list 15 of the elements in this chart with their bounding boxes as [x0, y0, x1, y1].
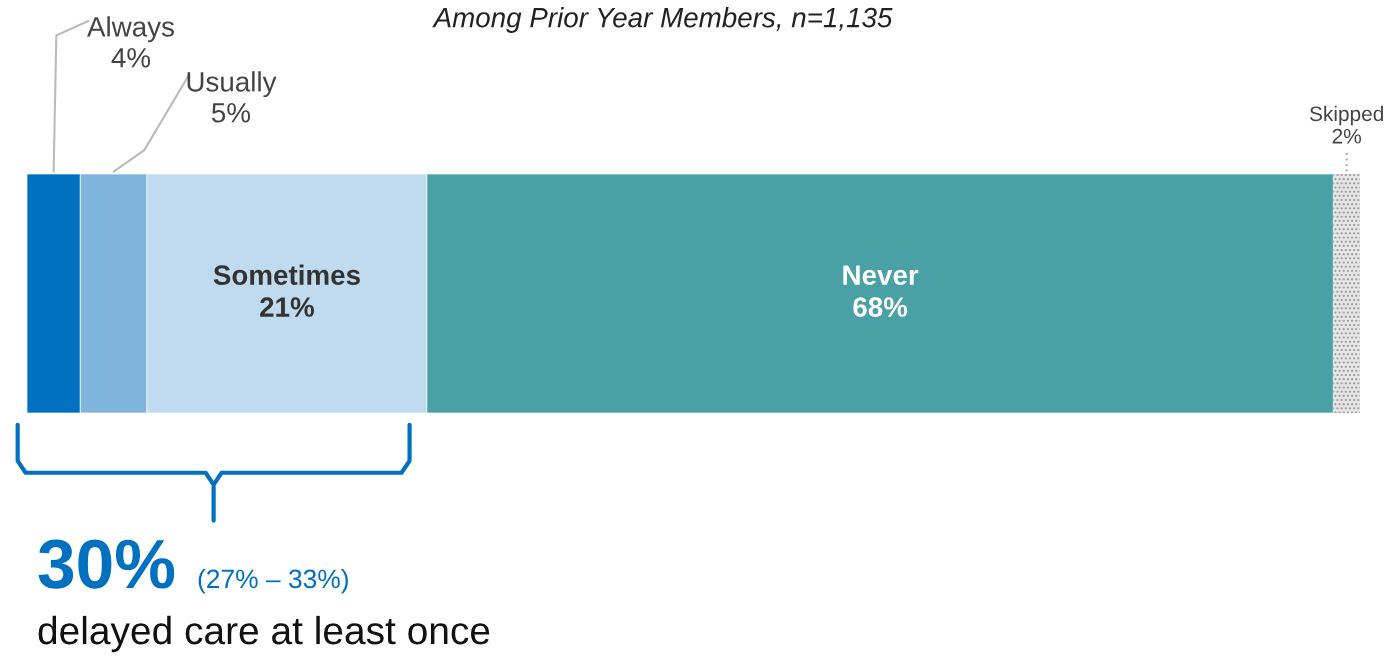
- chart-title: Among Prior Year Members, n=1,135: [432, 7, 893, 33]
- text: Always: [87, 16, 174, 43]
- series-label: Sometimes: [213, 264, 360, 285]
- text: 30%: [38, 539, 175, 589]
- data-label: 21%: [260, 297, 314, 317]
- data-label: 4%: [111, 48, 151, 68]
- data-label: 68%: [853, 297, 908, 317]
- text: (27% – 33%): [198, 568, 348, 594]
- data-label: 2%: [1332, 128, 1361, 144]
- bar: [1333, 174, 1360, 413]
- series-label: Never: [843, 265, 919, 285]
- data-label: 5%: [211, 103, 251, 123]
- text: Skipped: [1309, 105, 1383, 126]
- text: delayed care at least once: [38, 615, 490, 653]
- text: Usually: [187, 71, 277, 98]
